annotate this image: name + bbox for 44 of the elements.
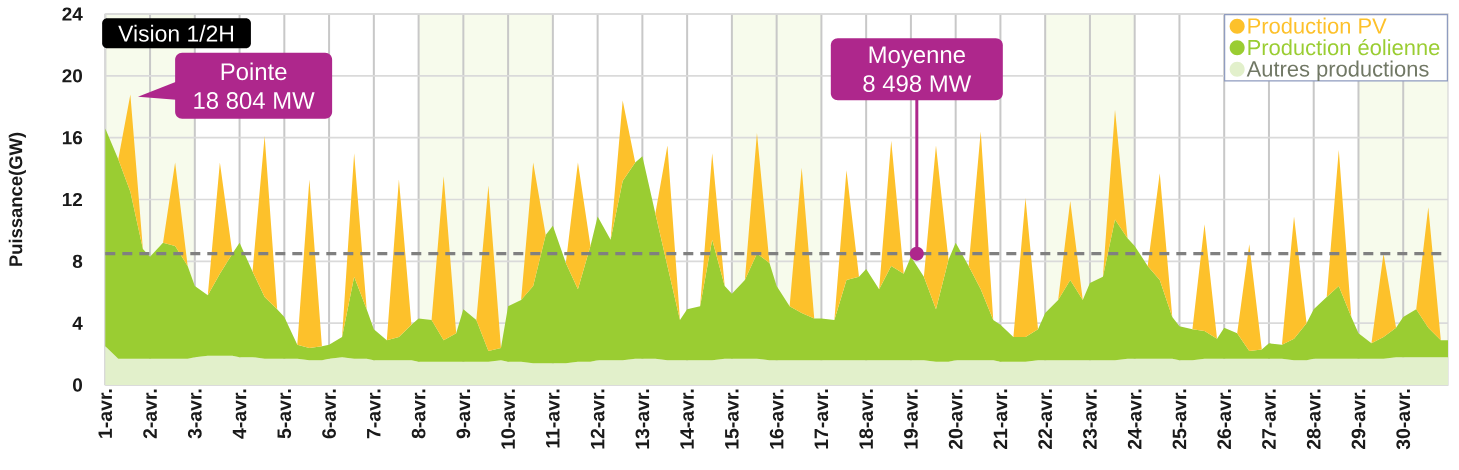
x-tick-label: 24-avr. <box>1127 389 1142 450</box>
y-tick-label: 20 <box>62 69 82 83</box>
legend-label: Autres productions <box>1246 60 1429 81</box>
y-tick-label: 4 <box>72 316 83 330</box>
x-tick-label: 27-avr. <box>1262 389 1276 450</box>
y-tick-label: 8 <box>72 254 83 269</box>
x-tick-label: 23-avr. <box>1083 389 1097 450</box>
x-tick-label: 14-avr. <box>680 389 694 449</box>
x-tick-label: 2-avr. <box>143 389 157 439</box>
x-tick-label: 26-avr. <box>1217 389 1232 450</box>
x-tick-label: 15-avr. <box>725 389 739 449</box>
x-tick-label: 4-avr. <box>232 389 247 439</box>
x-tick-label: 18-avr. <box>859 389 874 449</box>
y-tick-label: 12 <box>62 192 83 207</box>
x-tick-label: 30-avr. <box>1396 389 1411 450</box>
x-tick-label: 11-avr. <box>546 389 560 448</box>
x-tick-label: 20-avr. <box>948 389 963 450</box>
x-tick-label: 19-avr. <box>904 389 918 449</box>
x-tick-label: 22-avr. <box>1038 389 1053 450</box>
y-tick-label: 24 <box>62 7 83 21</box>
x-tick-label: 17-avr. <box>814 389 829 449</box>
ref-line-label: Moyenne 8 498 MW <box>863 46 972 93</box>
legend-label: Production éolienne <box>1248 38 1440 56</box>
x-tick-label: 5-avr. <box>277 389 292 439</box>
x-tick-label: 8-avr. <box>411 389 426 439</box>
x-tick-label: 7-avr. <box>367 389 381 439</box>
y-axis-title: Puissance(GW) <box>8 132 26 266</box>
x-tick-label: 3-avr. <box>187 389 202 439</box>
x-tick-label: 6-avr. <box>322 389 336 439</box>
x-tick-label: 1-avr. <box>98 389 113 438</box>
legend-label: Production PV <box>1248 17 1387 34</box>
annotation: Vision 1/2H <box>118 24 234 42</box>
x-tick-label: 10-avr. <box>501 389 515 449</box>
x-tick-label: 12-avr. <box>590 389 605 449</box>
x-tick-label: 21-avr. <box>993 389 1008 450</box>
x-tick-label: 13-avr. <box>635 389 650 449</box>
x-tick-label: 9-avr. <box>456 389 471 439</box>
x-tick-label: 25-avr. <box>1172 389 1187 450</box>
annotation: Pointe 18 804 MW <box>194 62 315 110</box>
y-tick-label: 0 <box>73 378 82 392</box>
y-tick-label: 16 <box>62 130 83 145</box>
x-tick-label: 16-avr. <box>769 389 784 449</box>
x-tick-label: 28-avr. <box>1306 389 1321 450</box>
x-tick-label: 29-avr. <box>1351 389 1366 450</box>
